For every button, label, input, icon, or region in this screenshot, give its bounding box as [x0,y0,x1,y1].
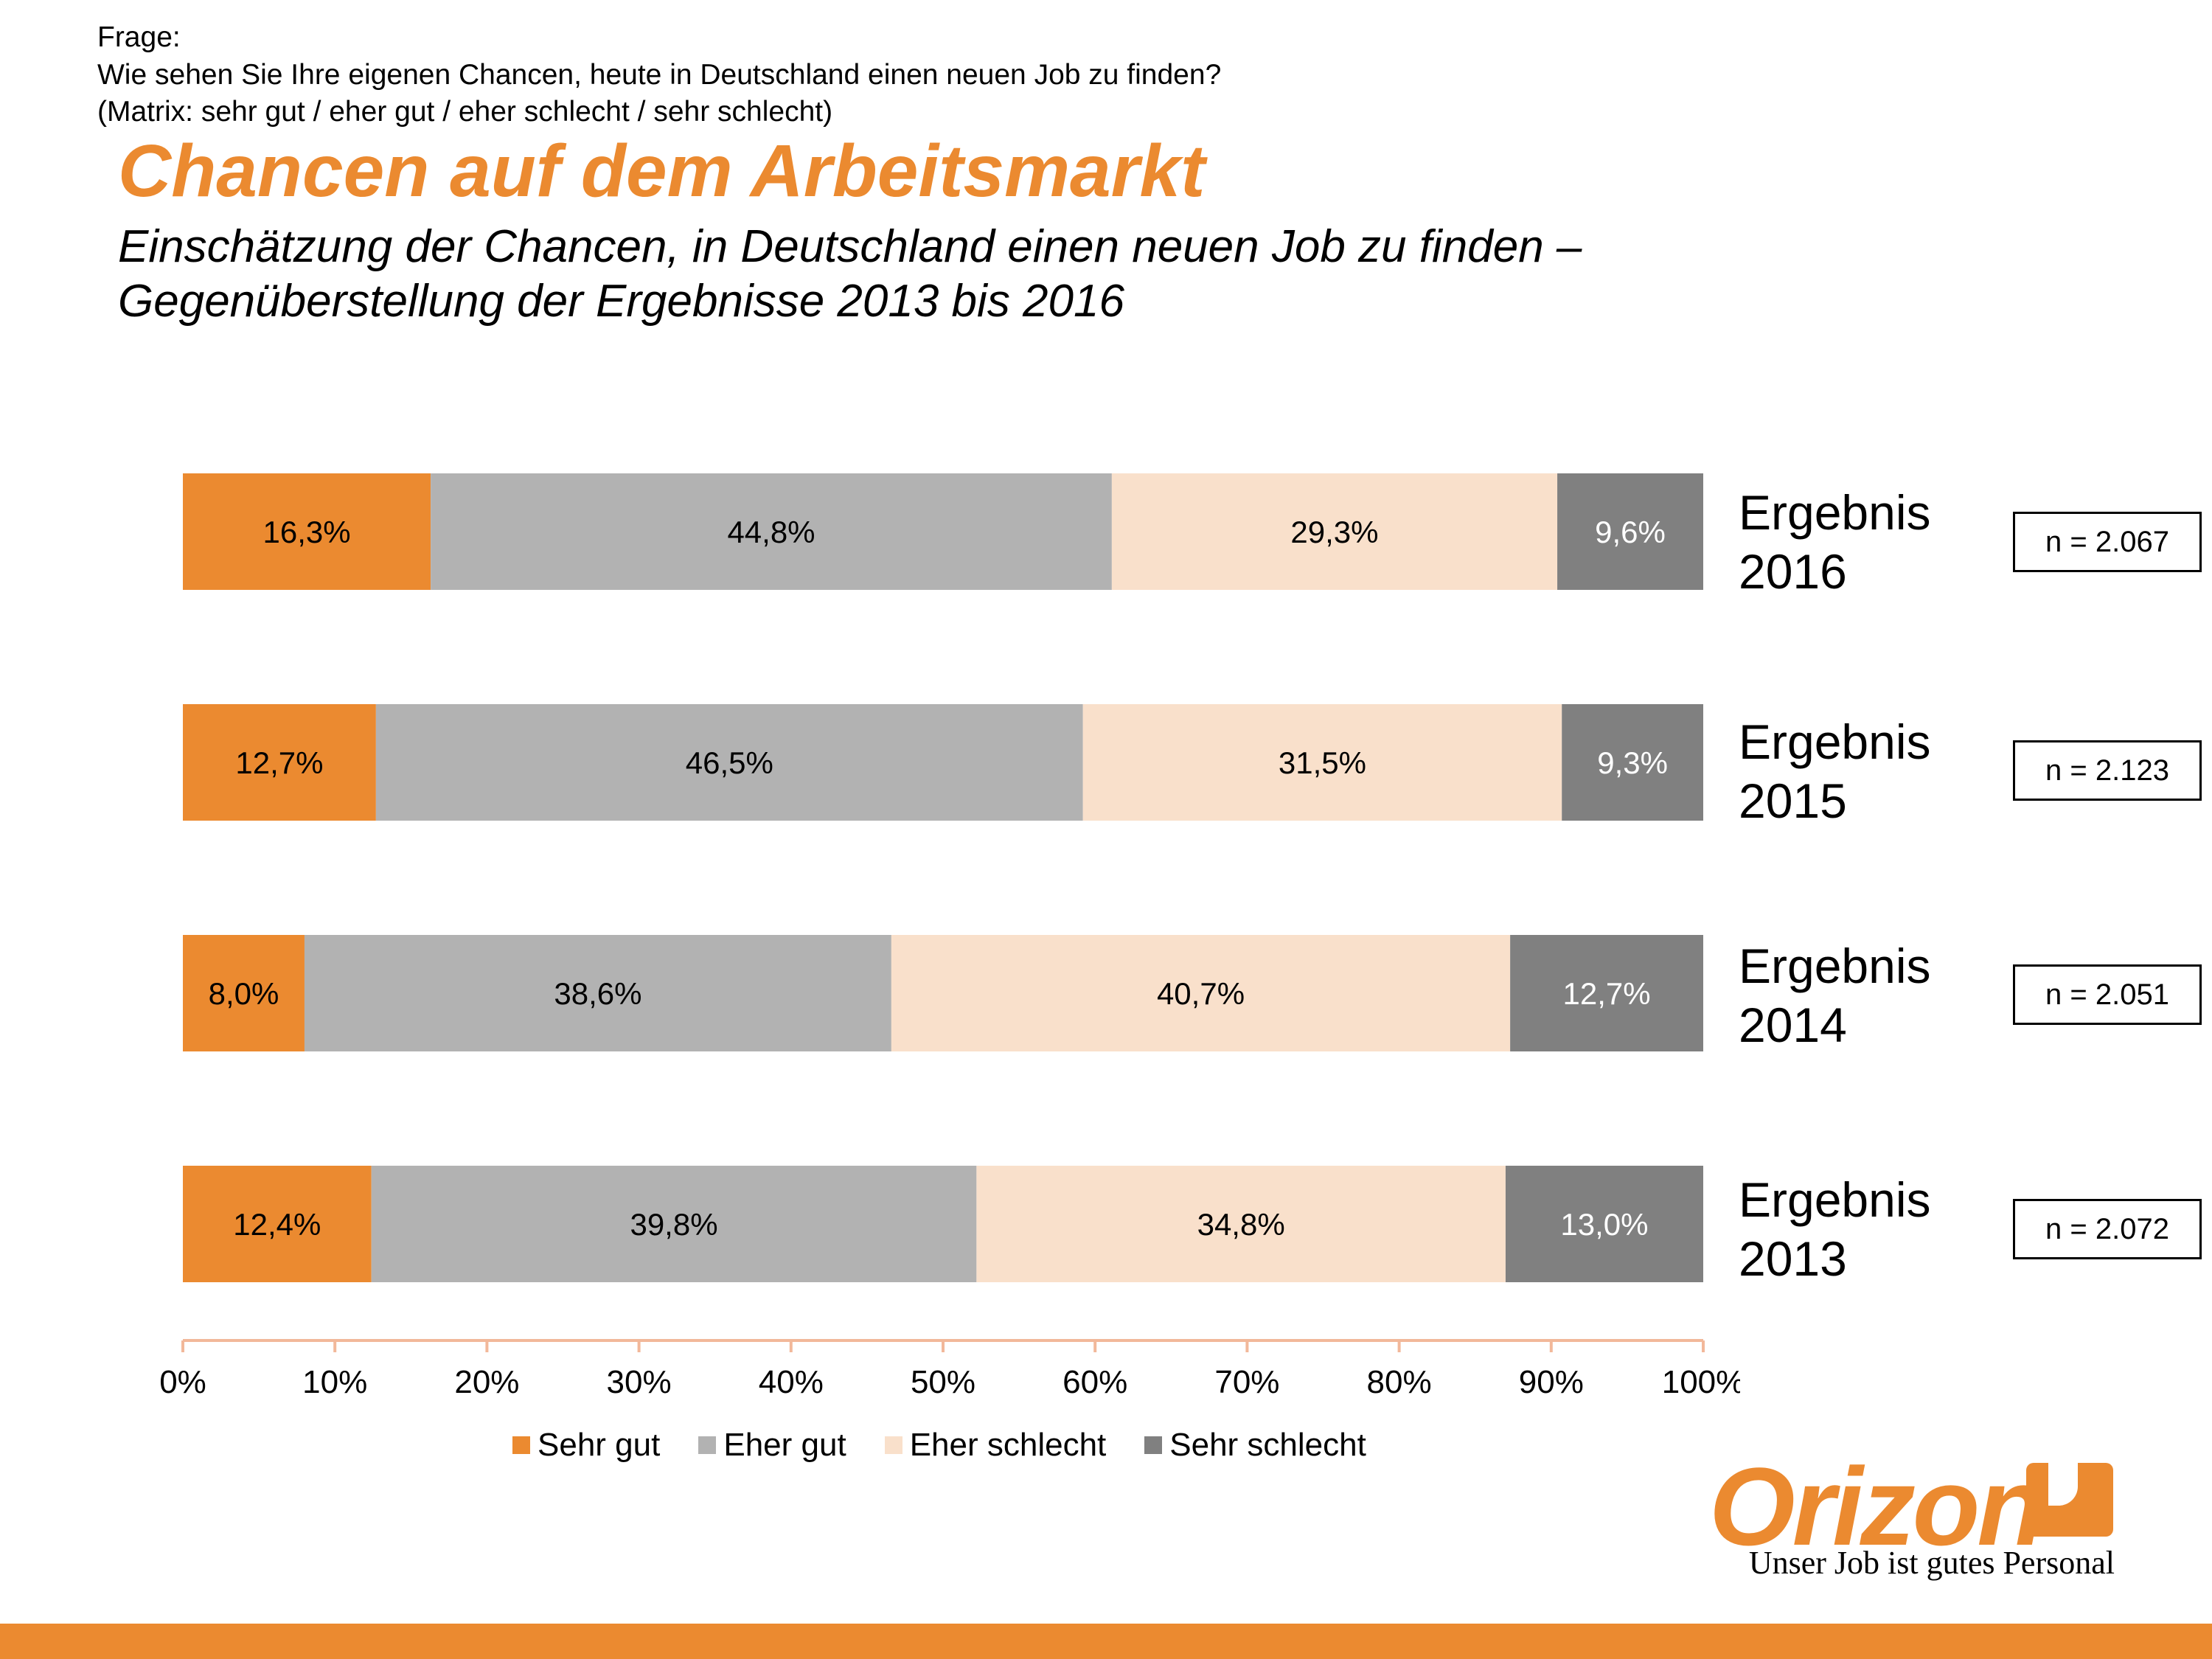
stacked-bar-chart: 16,3% 44,8% 29,3% 9,6% 12,7% 46,5% 31,5% 9,3% 8,… [159,473,1740,1400]
legend-swatch [698,1436,717,1454]
legend-label: Eher schlecht [909,1427,1107,1463]
bar-segment [976,1166,1506,1282]
legend-label: Sehr schlecht [1169,1427,1366,1463]
row-label-2013: Ergebnis 2013 [1739,1172,1931,1286]
page-title: Chancen auf dem Arbeitsmarkt [118,130,1206,212]
data-label: 16,3% [263,515,351,549]
data-label: 12,7% [1563,976,1651,1011]
data-label: 38,6% [554,976,641,1011]
legend-swatch [512,1436,530,1454]
x-tick-label: 80% [1367,1364,1432,1400]
row-label-2014: Ergebnis 2014 [1739,939,1931,1052]
bar-segment [1562,704,1703,821]
bar-segment [1082,704,1562,821]
subtitle-line-1: Einschätzung der Chancen, in Deutschland… [118,221,1582,272]
question-label: Frage: [97,21,181,53]
x-tick-label: 30% [607,1364,672,1400]
sample-size-2014: n = 2.051 [2013,964,2202,1025]
legend-item-eher-schlecht: Eher schlecht [884,1427,1107,1464]
sample-size-2013: n = 2.072 [2013,1199,2202,1259]
logo-mark-icon [2026,1463,2113,1537]
bar-segment [304,935,891,1051]
bar-segment [183,1166,372,1282]
bar-segment [183,473,431,590]
data-label: 29,3% [1290,515,1378,549]
data-label: 46,5% [686,745,773,780]
x-tick-label: 100% [1662,1364,1740,1400]
legend-label: Sehr gut [538,1427,661,1463]
data-label: 12,7% [235,745,323,780]
bar-segment [891,935,1511,1051]
data-label: 8,0% [209,976,279,1011]
legend-item-sehr-schlecht: Sehr schlecht [1144,1427,1366,1464]
x-tick-label: 40% [759,1364,824,1400]
bar-segment [1505,1166,1703,1282]
subtitle-line-2: Gegenüberstellung der Ergebnisse 2013 bi… [118,276,1124,327]
row-label-2015: Ergebnis 2015 [1739,714,1931,828]
question-text: Wie sehen Sie Ihre eigenen Chancen, heut… [97,59,1222,91]
question-matrix: (Matrix: sehr gut / eher gut / eher schl… [97,96,833,128]
legend-swatch [884,1436,902,1454]
data-label: 34,8% [1197,1207,1285,1242]
sample-size-2015: n = 2.123 [2013,740,2202,801]
logo-tagline: Unser Job ist gutes Personal [1748,1545,2115,1581]
legend-item-eher-gut: Eher gut [698,1427,846,1464]
data-label: 9,3% [1597,745,1668,780]
data-label: 39,8% [630,1207,717,1242]
orizon-logo: Orizon Unser Job ist gutes Personal [1709,1444,2115,1581]
row-label-2016: Ergebnis 2016 [1739,485,1931,599]
data-label: 9,6% [1595,515,1666,549]
bar-segment [1510,935,1703,1051]
data-label: 31,5% [1279,745,1366,780]
bar-segment [431,473,1112,590]
x-tick-label: 20% [454,1364,519,1400]
x-tick-label: 50% [911,1364,975,1400]
legend-label: Eher gut [723,1427,846,1463]
x-tick-label: 10% [302,1364,367,1400]
bar-segment [183,704,376,821]
legend-item-sehr-gut: Sehr gut [512,1427,660,1464]
x-tick-label: 90% [1519,1364,1584,1400]
bar-segment [375,704,1083,821]
x-tick-label: 0% [159,1364,206,1400]
data-label: 13,0% [1560,1207,1648,1242]
data-label: 44,8% [727,515,815,549]
bottom-accent-bar [0,1624,2212,1659]
legend-swatch [1144,1436,1163,1454]
bar-segment [1557,473,1703,590]
bar-segment [371,1166,977,1282]
sample-size-2016: n = 2.067 [2013,512,2202,572]
logo-wordmark: Orizon [1709,1444,2045,1568]
data-label: 40,7% [1157,976,1245,1011]
chart-legend: Sehr gut Eher gut Eher schlecht Sehr sch… [512,1427,1366,1464]
x-tick-label: 60% [1062,1364,1127,1400]
data-label: 12,4% [233,1207,321,1242]
bar-segment [183,935,305,1051]
x-tick-label: 70% [1214,1364,1279,1400]
bar-segment [1111,473,1558,590]
